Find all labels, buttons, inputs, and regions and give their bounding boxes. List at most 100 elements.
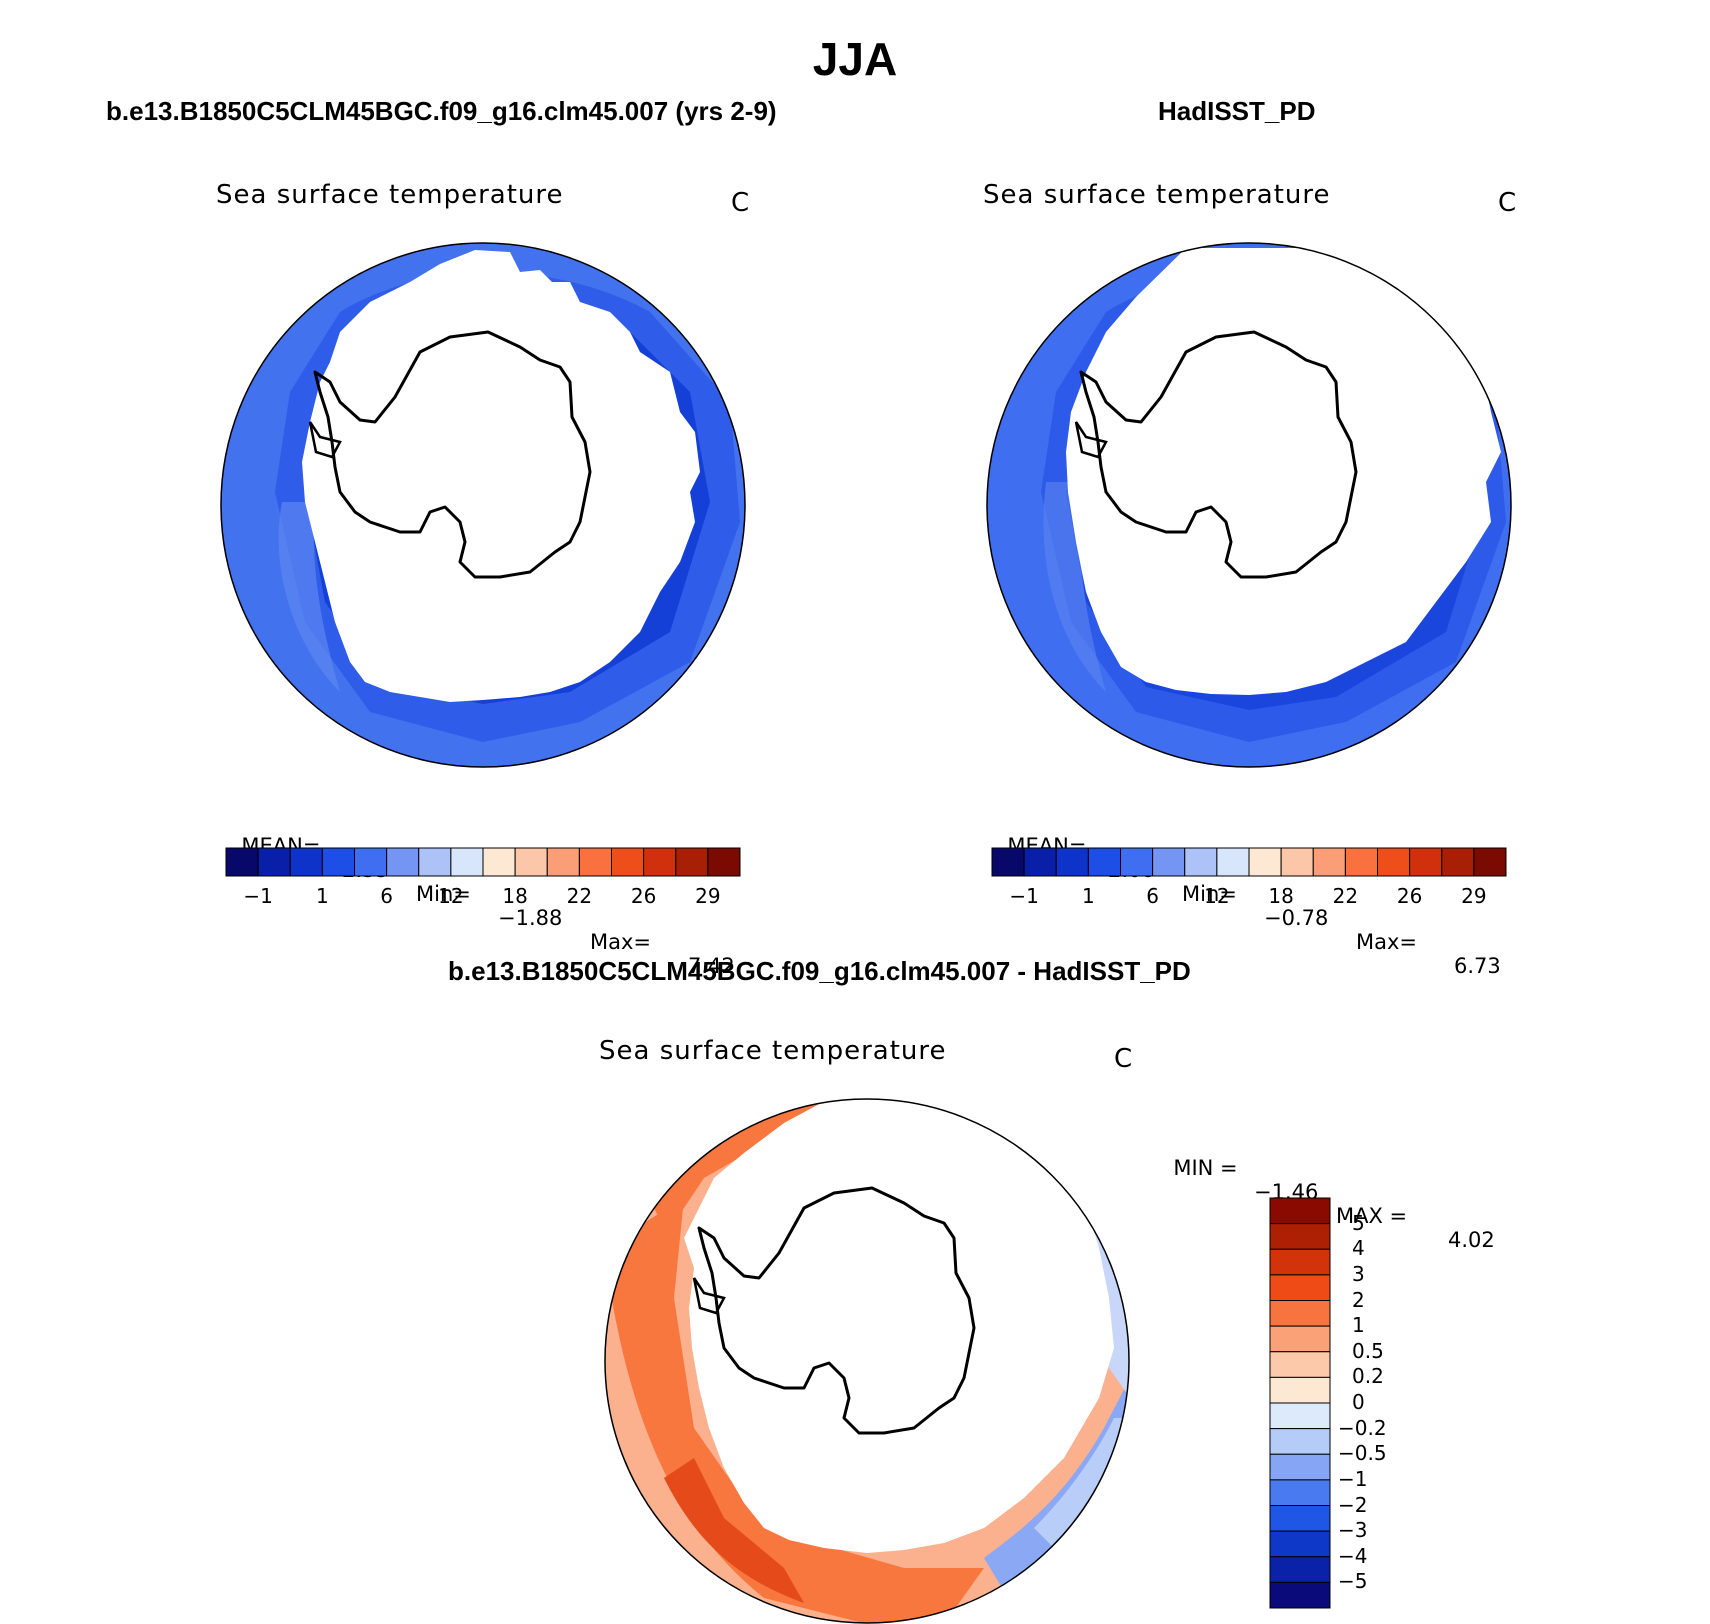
min-label: Min= <box>1182 882 1237 906</box>
colorbar-tick-label: 1 <box>1352 1313 1365 1338</box>
colorbar-tick-label: 29 <box>1461 884 1487 908</box>
colorbar-tick-label: 2 <box>1352 1287 1365 1312</box>
model-units-label: C <box>731 188 751 218</box>
colorbar-tick-label: 3 <box>1352 1261 1365 1286</box>
antarctica-coastline <box>313 330 592 579</box>
colorbar-swatch <box>1280 847 1314 877</box>
colorbar-swatch <box>675 847 709 877</box>
diff-stats: MIN = −1.46 MAX = 4.02 <box>1160 1132 1494 1252</box>
sea-ice-region <box>684 1099 1114 1553</box>
model-variable-label: Sea surface temperature <box>216 180 564 210</box>
colorbar-tick-label: 12 <box>1204 884 1230 908</box>
max-value: 4.02 <box>1448 1228 1495 1252</box>
diff-subtitle: b.e13.B1850C5CLM45BGC.f09_g16.clm45.007 … <box>448 956 1191 986</box>
colorbar-swatch <box>1023 847 1057 877</box>
colorbar-swatch <box>1269 1505 1331 1532</box>
diff-colorbar <box>1269 1197 1331 1609</box>
colorbar-swatch <box>1216 847 1250 877</box>
colorbar-tick-label: −0.5 <box>1338 1441 1387 1466</box>
colorbar-swatch <box>1152 847 1186 877</box>
model-colorbar <box>225 847 741 877</box>
obs-polar-map <box>986 242 1512 768</box>
diff-units-label: C <box>1114 1044 1134 1074</box>
colorbar-tick-label: 29 <box>695 884 721 908</box>
colorbar-swatch <box>1441 847 1475 877</box>
obs-colorbar <box>991 847 1507 877</box>
colorbar-swatch <box>643 847 677 877</box>
colorbar-swatch <box>1248 847 1282 877</box>
colorbar-swatch <box>1269 1581 1331 1609</box>
obs-colorbar-ticks: −1 1 6 12 18 22 26 29 <box>992 884 1506 910</box>
obs-units-label: C <box>1498 188 1518 218</box>
colorbar-swatch <box>1312 847 1346 877</box>
colorbar-swatch <box>1269 1376 1331 1404</box>
ice-shelf-outline <box>1074 421 1108 459</box>
colorbar-swatch <box>1120 847 1154 877</box>
colorbar-tick-label: 4 <box>1352 1236 1365 1261</box>
diff-variable-label: Sea surface temperature <box>599 1036 947 1066</box>
colorbar-tick-label: 1 <box>316 884 329 908</box>
colorbar-tick-label: 18 <box>1268 884 1294 908</box>
colorbar-swatch <box>1473 847 1507 877</box>
colorbar-swatch <box>1269 1248 1331 1276</box>
obs-subtitle: HadISST_PD <box>1158 96 1316 126</box>
min-value: −0.78 <box>1264 906 1329 930</box>
sea-ice-region <box>302 250 700 702</box>
max-label: Max= <box>590 930 652 954</box>
max-label: MAX = <box>1336 1204 1408 1228</box>
colorbar-swatch <box>1269 1351 1331 1378</box>
colorbar-tick-label: −0.2 <box>1338 1415 1387 1440</box>
model-polar-map <box>220 242 746 768</box>
colorbar-swatch <box>321 847 355 877</box>
colorbar-tick-label: 26 <box>1396 884 1423 908</box>
colorbar-tick-label: 6 <box>380 884 393 908</box>
colorbar-swatch <box>1269 1325 1331 1353</box>
colorbar-swatch <box>386 847 420 877</box>
diff-colorbar-ticks: 5 4 3 2 1 0.5 0.2 0 −0.2 −0.5 −1 −2 −3 −4 −5 <box>1338 1198 1438 1608</box>
min-value: −1.88 <box>498 906 563 930</box>
colorbar-tick-label: −2 <box>1338 1492 1368 1517</box>
colorbar-swatch <box>1269 1402 1331 1430</box>
colorbar-swatch <box>1087 847 1121 877</box>
colorbar-tick-label: 0 <box>1352 1390 1365 1414</box>
colorbar-swatch <box>418 847 452 877</box>
colorbar-tick-label: 22 <box>566 884 593 908</box>
colorbar-swatch <box>450 847 484 877</box>
map-border <box>986 242 1512 768</box>
max-label: Max= <box>1356 930 1418 954</box>
colorbar-swatch <box>991 847 1025 877</box>
colorbar-swatch <box>1055 847 1089 877</box>
colorbar-swatch <box>514 847 548 877</box>
colorbar-swatch <box>1269 1530 1331 1558</box>
colorbar-swatch <box>1269 1300 1331 1327</box>
colorbar-tick-label: 1 <box>1082 884 1095 908</box>
diff-polar-map <box>604 1098 1130 1624</box>
colorbar-swatch <box>1269 1428 1331 1455</box>
ocean-light-patch <box>1043 482 1106 692</box>
colorbar-swatch <box>1269 1197 1331 1225</box>
strong-warm-anomaly <box>664 1458 804 1603</box>
colorbar-tick-label: 6 <box>1146 884 1159 908</box>
colorbar-swatch <box>1269 1453 1331 1481</box>
max-value: 6.73 <box>1454 954 1501 978</box>
max-value: 7.42 <box>688 954 735 978</box>
colorbar-swatch <box>1269 1479 1331 1506</box>
colorbar-swatch <box>546 847 580 877</box>
main-title: JJA <box>812 33 898 85</box>
colorbar-swatch <box>1409 847 1443 877</box>
colorbar-swatch <box>1184 847 1218 877</box>
colorbar-tick-label: 18 <box>502 884 528 908</box>
colorbar-tick-label: −4 <box>1338 1543 1368 1568</box>
colorbar-tick-label: −1 <box>1009 884 1039 908</box>
colorbar-swatch <box>257 847 291 877</box>
colorbar-swatch <box>707 847 741 877</box>
colorbar-swatch <box>1344 847 1378 877</box>
ocean-light-patch <box>278 502 340 692</box>
colorbar-swatch <box>1269 1223 1331 1250</box>
colorbar-swatch <box>1377 847 1411 877</box>
colorbar-tick-label: 0.5 <box>1352 1338 1384 1363</box>
warm-anomaly-north <box>644 1099 834 1228</box>
colorbar-tick-label: 5 <box>1352 1210 1365 1235</box>
antarctica-coastline <box>1079 330 1358 579</box>
colorbar-tick-label: −1 <box>1338 1466 1368 1491</box>
